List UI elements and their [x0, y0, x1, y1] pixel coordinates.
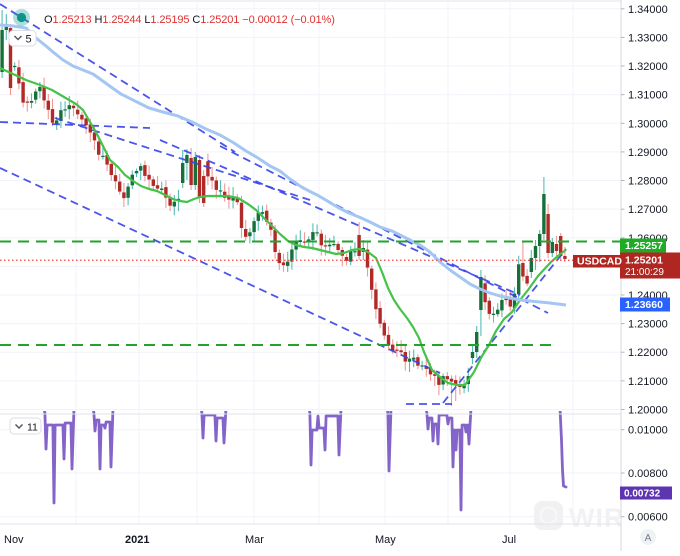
svg-text:1.23000: 1.23000	[628, 319, 668, 331]
svg-text:0.00800: 0.00800	[628, 468, 668, 480]
svg-text:May: May	[375, 534, 396, 546]
svg-text:0.00600: 0.00600	[628, 512, 668, 524]
svg-text:0.00732: 0.00732	[624, 489, 661, 500]
svg-text:1.29000: 1.29000	[628, 147, 668, 159]
svg-text:1.34000: 1.34000	[628, 4, 668, 16]
svg-text:1.33000: 1.33000	[628, 32, 668, 44]
svg-text:5: 5	[26, 34, 32, 46]
svg-text:Nov: Nov	[4, 534, 24, 546]
svg-text:2021: 2021	[125, 534, 149, 546]
svg-text:1.21000: 1.21000	[628, 376, 668, 388]
svg-text:Jul: Jul	[502, 534, 516, 546]
svg-text:A: A	[645, 533, 652, 544]
svg-text:1.27000: 1.27000	[628, 204, 668, 216]
svg-text:21:00:29: 21:00:29	[625, 267, 664, 278]
svg-text:1.31000: 1.31000	[628, 90, 668, 102]
svg-text:1.20000: 1.20000	[628, 405, 668, 417]
svg-text:1.32000: 1.32000	[628, 61, 668, 73]
svg-text:USDCAD: USDCAD	[577, 256, 622, 268]
svg-text:O1.25213 H1.25244 L1.25195 C1.: O1.25213 H1.25244 L1.25195 C1.25201 −0.0…	[44, 14, 335, 26]
svg-text:Mar: Mar	[245, 534, 264, 546]
svg-text:11: 11	[27, 422, 38, 434]
svg-text:1.22000: 1.22000	[628, 347, 668, 359]
svg-text:1.28000: 1.28000	[628, 176, 668, 188]
svg-text:1.23660: 1.23660	[625, 299, 663, 311]
svg-text:1.25201: 1.25201	[625, 255, 663, 267]
svg-text:1.30000: 1.30000	[628, 118, 668, 130]
svg-text:0.01000: 0.01000	[628, 425, 668, 437]
svg-text:1.25257: 1.25257	[625, 240, 663, 252]
